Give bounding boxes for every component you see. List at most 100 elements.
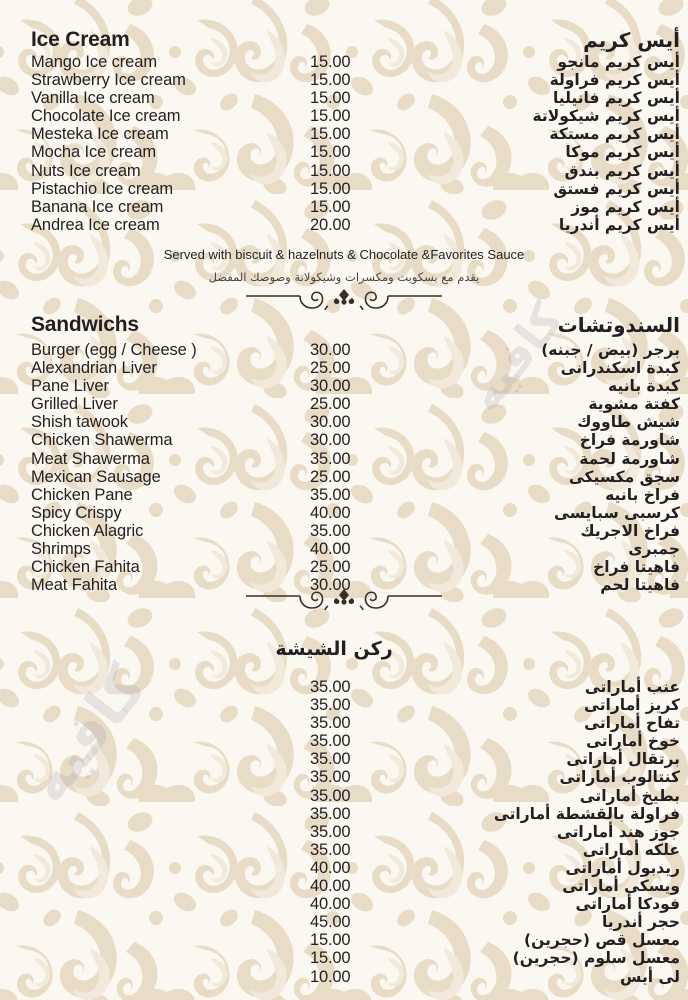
menu-item-price: 15.00 [310, 71, 351, 90]
menu-item-row: 40.00 ويسكى أماراتى [0, 877, 688, 895]
menu-item-row: Pistachio Ice cream 15.00 أيس كريم فستق [0, 180, 688, 198]
menu-item-price: 15.00 [310, 931, 351, 950]
menu-item-row: 45.00 حجر أندريا [0, 913, 688, 931]
menu-item-name-ar: ريدبول أماراتى [565, 858, 680, 877]
ice-cream-note-ar: يقدم مع بسكويت ومكسرات وشيكولاتة وصوصك ا… [208, 270, 480, 284]
menu-item-name-ar: سجق مكسيكى [568, 467, 680, 486]
menu-item-row: 35.00 علكه أماراتى [0, 841, 688, 859]
menu-item-price: 45.00 [310, 913, 351, 932]
menu-item-name-en: Burger (egg / Cheese ) [31, 341, 197, 359]
menu-item-row: Mango Ice cream 15.00 أيس كريم مانجو [0, 53, 688, 71]
menu-item-name-en: Chicken Fahita [31, 558, 140, 577]
menu-item-price: 35.00 [310, 786, 351, 805]
menu-item-name-en: Pistachio Ice cream [31, 179, 174, 198]
menu-item-name-ar: برجر (بيض / جبنه) [541, 341, 680, 359]
menu-item-name-en: Nuts Ice cream [31, 161, 141, 180]
menu-item-row: Banana Ice cream 15.00 أيس كريم موز [0, 198, 688, 216]
menu-item-row: Mocha Ice cream 15.00 أيس كريم موكا [0, 143, 688, 161]
menu-item-name-ar: معسل قص (حجرين) [524, 931, 680, 950]
menu-item-row: Chicken Alagric 35.00 فراخ الاجريك [0, 522, 688, 540]
menu-item-row: 10.00 لى أيس [0, 968, 688, 986]
menu-item-name-ar: أيس كريم موكا [565, 143, 680, 162]
menu-item-row: 35.00 جوز هند أماراتى [0, 823, 688, 841]
menu-item-price: 35.00 [310, 485, 351, 504]
menu-item-name-en: Andrea Ice cream [31, 215, 160, 234]
menu-item-name-ar: علكه أماراتى [582, 840, 680, 859]
menu-item-price: 20.00 [310, 215, 351, 234]
menu-item-price: 35.00 [310, 804, 351, 823]
menu-item-price: 15.00 [310, 161, 351, 180]
menu-item-name-ar: جمبرى [628, 540, 680, 559]
item-list-shisha: 35.00 عنب أماراتى 35.00 كريز أماراتى 35.00 تف… [0, 678, 688, 986]
menu-item-row: Spicy Crispy 40.00 كرسبى سبايسى [0, 504, 688, 522]
menu-item-price: 35.00 [310, 696, 351, 715]
menu-item-row: 35.00 خوخ أماراتى [0, 732, 688, 750]
menu-item-price: 10.00 [310, 967, 351, 986]
menu-item-row: Meat Shawerma 35.00 شاورمة لحمة [0, 450, 688, 468]
menu-item-row: 40.00 ريدبول أماراتى [0, 859, 688, 877]
menu-item-row: 15.00 معسل قص (حجرين) [0, 931, 688, 949]
menu-item-row: 35.00 عنب أماراتى [0, 678, 688, 696]
menu-item-name-en: Pane Liver [31, 377, 109, 396]
menu-item-row: Shish tawook 30.00 شيش طاووك [0, 413, 688, 431]
menu-item-row: Chocolate Ice cream 15.00 أيس كريم شيكولات… [0, 107, 688, 125]
menu-item-name-ar: تفاح أماراتى [584, 714, 680, 733]
section-title-ice-cream: Ice Cream [31, 28, 130, 51]
menu-item-row: Chicken Pane 35.00 فراخ بانيه [0, 486, 688, 504]
menu-item-row: Pane Liver 30.00 كبدة بانيه [0, 377, 688, 395]
section-title-sandwichs-ar: السندوتشات [557, 313, 680, 337]
menu-item-row: 35.00 كنتالوب أماراتى [0, 768, 688, 786]
section-title-sandwichs: Sandwichs [31, 313, 139, 336]
menu-item-price: 15.00 [310, 89, 351, 108]
section-title-ice-cream-ar: أيس كريم [583, 28, 680, 52]
menu-item-name-en: Strawberry Ice cream [31, 71, 186, 90]
menu-item-price: 30.00 [310, 413, 351, 432]
menu-item-name-ar: كنتالوب أماراتى [559, 768, 680, 787]
menu-item-name-ar: فراولة بالقشطة أماراتى [493, 804, 680, 823]
menu-item-name-ar: كبدة اسكندرانى [560, 359, 680, 378]
menu-item-name-ar: أيس كريم مانجو [557, 53, 680, 71]
menu-item-row: Vanilla Ice cream 15.00 أيس كريم فانيليا [0, 89, 688, 107]
menu-item-name-ar: أيس كريم موز [571, 197, 680, 216]
menu-item-name-en: Spicy Crispy [31, 503, 122, 522]
menu-item-price: 25.00 [310, 467, 351, 486]
menu-item-price: 35.00 [310, 822, 351, 841]
menu-item-price: 35.00 [310, 750, 351, 769]
menu-item-name-en: Mexican Sausage [31, 467, 161, 486]
menu-item-price: 40.00 [310, 877, 351, 896]
menu-item-name-en: Shish tawook [31, 413, 128, 432]
section-title-shisha: ركن الشيشة [0, 638, 688, 660]
ice-cream-note-en: Served with biscuit & hazelnuts & Chocol… [163, 247, 525, 262]
menu-item-name-ar: شاورمة فراخ [579, 431, 680, 450]
menu-item-name-ar: كبدة بانيه [607, 377, 680, 396]
menu-item-name-en: Mocha Ice cream [31, 143, 157, 162]
item-list-ice-cream: Mango Ice cream 15.00 أيس كريم مانجو Strawb… [0, 53, 688, 234]
menu-item-price: 15.00 [310, 53, 351, 71]
menu-item-name-en: Meat Shawerma [31, 449, 150, 468]
menu-item-name-ar: أيس كريم فانيليا [552, 89, 680, 108]
ornament-divider-1 [0, 284, 688, 314]
menu-item-name-ar: فاهيتا فراخ [593, 558, 680, 577]
menu-item-price: 15.00 [310, 107, 351, 126]
menu-item-row: 35.00 تفاح أماراتى [0, 714, 688, 732]
menu-item-price: 35.00 [310, 521, 351, 540]
menu-item-name-ar: معسل سلوم (حجرين) [512, 949, 680, 968]
menu-item-name-en: Chocolate Ice cream [31, 107, 181, 126]
menu-item-name-ar: شاورمة لحمة [579, 449, 680, 468]
menu-item-row: Shrimps 40.00 جمبرى [0, 540, 688, 558]
menu-item-price: 30.00 [310, 431, 351, 450]
menu-item-price: 35.00 [310, 714, 351, 733]
menu-item-row: Burger (egg / Cheese ) 30.00 برجر (بيض / ج… [0, 341, 688, 359]
menu-item-name-ar: عنب أماراتى [584, 678, 680, 696]
menu-item-row: Strawberry Ice cream 15.00 أيس كريم فراولة [0, 71, 688, 89]
menu-item-name-en: Mango Ice cream [31, 53, 157, 71]
menu-item-name-en: Chicken Alagric [31, 521, 144, 540]
menu-item-price: 30.00 [310, 377, 351, 396]
menu-item-name-ar: بطيخ أماراتى [579, 786, 680, 805]
menu-item-price: 15.00 [310, 197, 351, 216]
menu-item-name-en: Chicken Pane [31, 485, 133, 504]
menu-item-name-ar: فودكا أماراتى [575, 895, 680, 914]
menu-item-row: Mexican Sausage 25.00 سجق مكسيكى [0, 468, 688, 486]
menu-item-row: Nuts Ice cream 15.00 أيس كريم بندق [0, 162, 688, 180]
